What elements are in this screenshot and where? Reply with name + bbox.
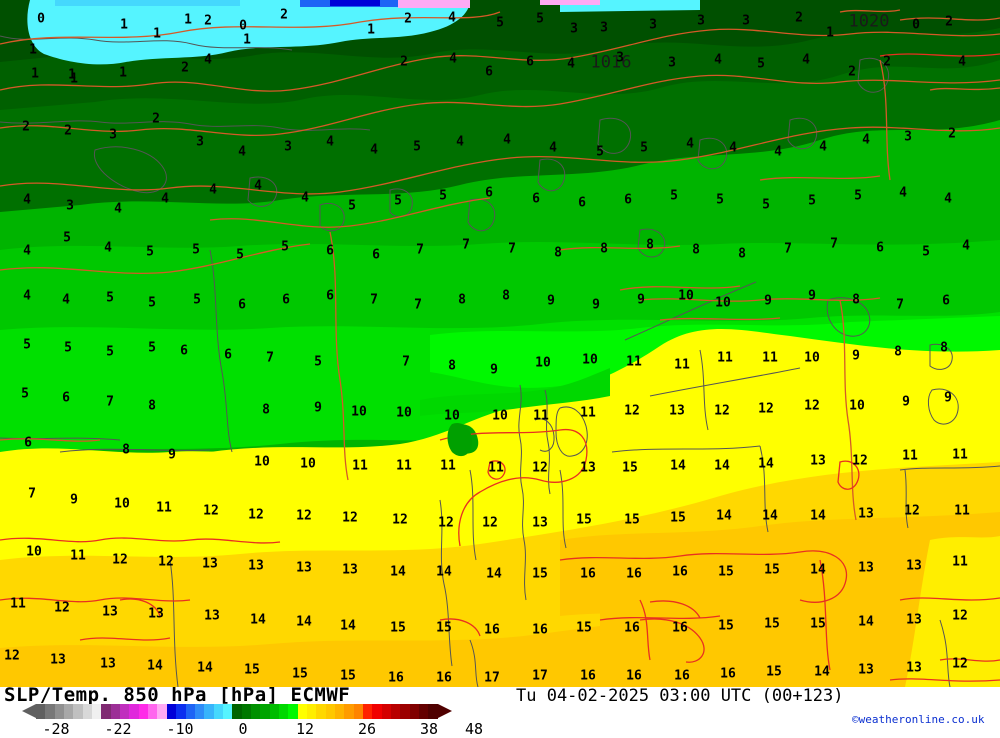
sinai-dark-patch [447,422,472,457]
colorbar-swatch [344,704,354,719]
colorbar-tick: 12 [295,720,315,738]
fill-yellow-2 [0,448,400,540]
colorbar-swatch [222,704,233,719]
isobar-pressure-label: 1016 [590,52,632,73]
isobar-pressure-label: 1020 [848,11,890,32]
colorbar-swatch [250,704,261,719]
colorbar-swatch [381,704,392,719]
colorbar-swatch [92,704,102,719]
colorbar-swatch [73,704,83,719]
isotherm-contours [0,53,1000,682]
colorbar-swatches [36,704,438,719]
colorbar-swatch [148,704,158,719]
colorbar-swatch [241,704,251,719]
colorbar-tick: -22 [104,720,132,738]
copyright-credit: ©weatheronline.co.uk [852,713,985,726]
colorbar-swatch [278,704,289,719]
colorbar-swatch [232,704,242,719]
chart-title: SLP/Temp. 850 hPa [hPa] ECMWF [4,684,351,706]
colorbar-swatch [372,704,382,719]
colorbar-swatch [129,704,139,719]
colorbar-swatch [419,704,429,719]
fill-pink-strip-2 [540,0,600,5]
colorbar-swatch [36,704,46,719]
isobar-contours [0,9,1000,521]
colorbar-swatch [45,704,55,719]
colorbar-tick: -28 [42,720,70,738]
fill-cyan-strip-3 [55,0,240,6]
colorbar-swatch [166,704,177,719]
colorbar-swatch [409,704,420,719]
colorbar-left-cap [22,704,36,718]
fill-yellow-right [905,536,1000,687]
map-footer: SLP/Temp. 850 hPa [hPa] ECMWF Tu 04-02-2… [0,684,1000,738]
fill-green-intrusion [420,368,610,416]
colorbar-swatch [316,704,326,719]
colorbar-swatch [353,704,364,719]
colorbar-right-cap [438,704,452,718]
colorbar-swatch [269,704,279,719]
colorbar-swatch [110,704,121,719]
colorbar-swatch [306,704,317,719]
colorbar-swatch [325,704,335,719]
colorbar-swatch [297,704,307,719]
colorbar-swatch [82,704,93,719]
forecast-datetime: Tu 04-02-2025 03:00 UTC (00+123) [516,686,844,706]
colorbar-swatch [204,704,214,719]
colorbar-swatch [138,704,149,719]
colorbar-swatch [54,704,65,719]
fill-cyan-sea [27,0,470,65]
colorbar-swatch [335,704,345,719]
colorbar-swatch [363,704,373,719]
colorbar-swatch [288,704,298,719]
colorbar-swatch [64,704,74,719]
colorbar-swatch [185,704,195,719]
fill-gold-patch2 [600,552,780,648]
colorbar-swatch [400,704,410,719]
coastlines-borders [0,35,1000,687]
colorbar-tick: -10 [166,720,194,738]
colorbar-swatch [120,704,130,719]
fill-pink-strip [398,0,470,8]
colorbar-swatch [101,704,111,719]
color-scale-legend: -28 -22 -10 0 12 26 38 48 [22,704,483,738]
colorbar-tick: 26 [357,720,377,738]
colorbar-tick-labels: -28 -22 -10 0 12 26 38 48 [22,720,492,738]
colorbar-swatch [213,704,223,719]
colorbar-swatch [391,704,401,719]
colorbar-swatch [194,704,205,719]
fill-blue-strip-2 [330,0,380,6]
colorbar-swatch [428,704,438,719]
colorbar-swatch [260,704,270,719]
colorbar-tick: 38 [419,720,439,738]
map-canvas [0,0,1000,687]
colorbar-tick: 48 [464,720,484,738]
colorbar-swatch [157,704,167,719]
colorbar-tick: 0 [238,720,248,738]
colorbar-swatch [176,704,186,719]
